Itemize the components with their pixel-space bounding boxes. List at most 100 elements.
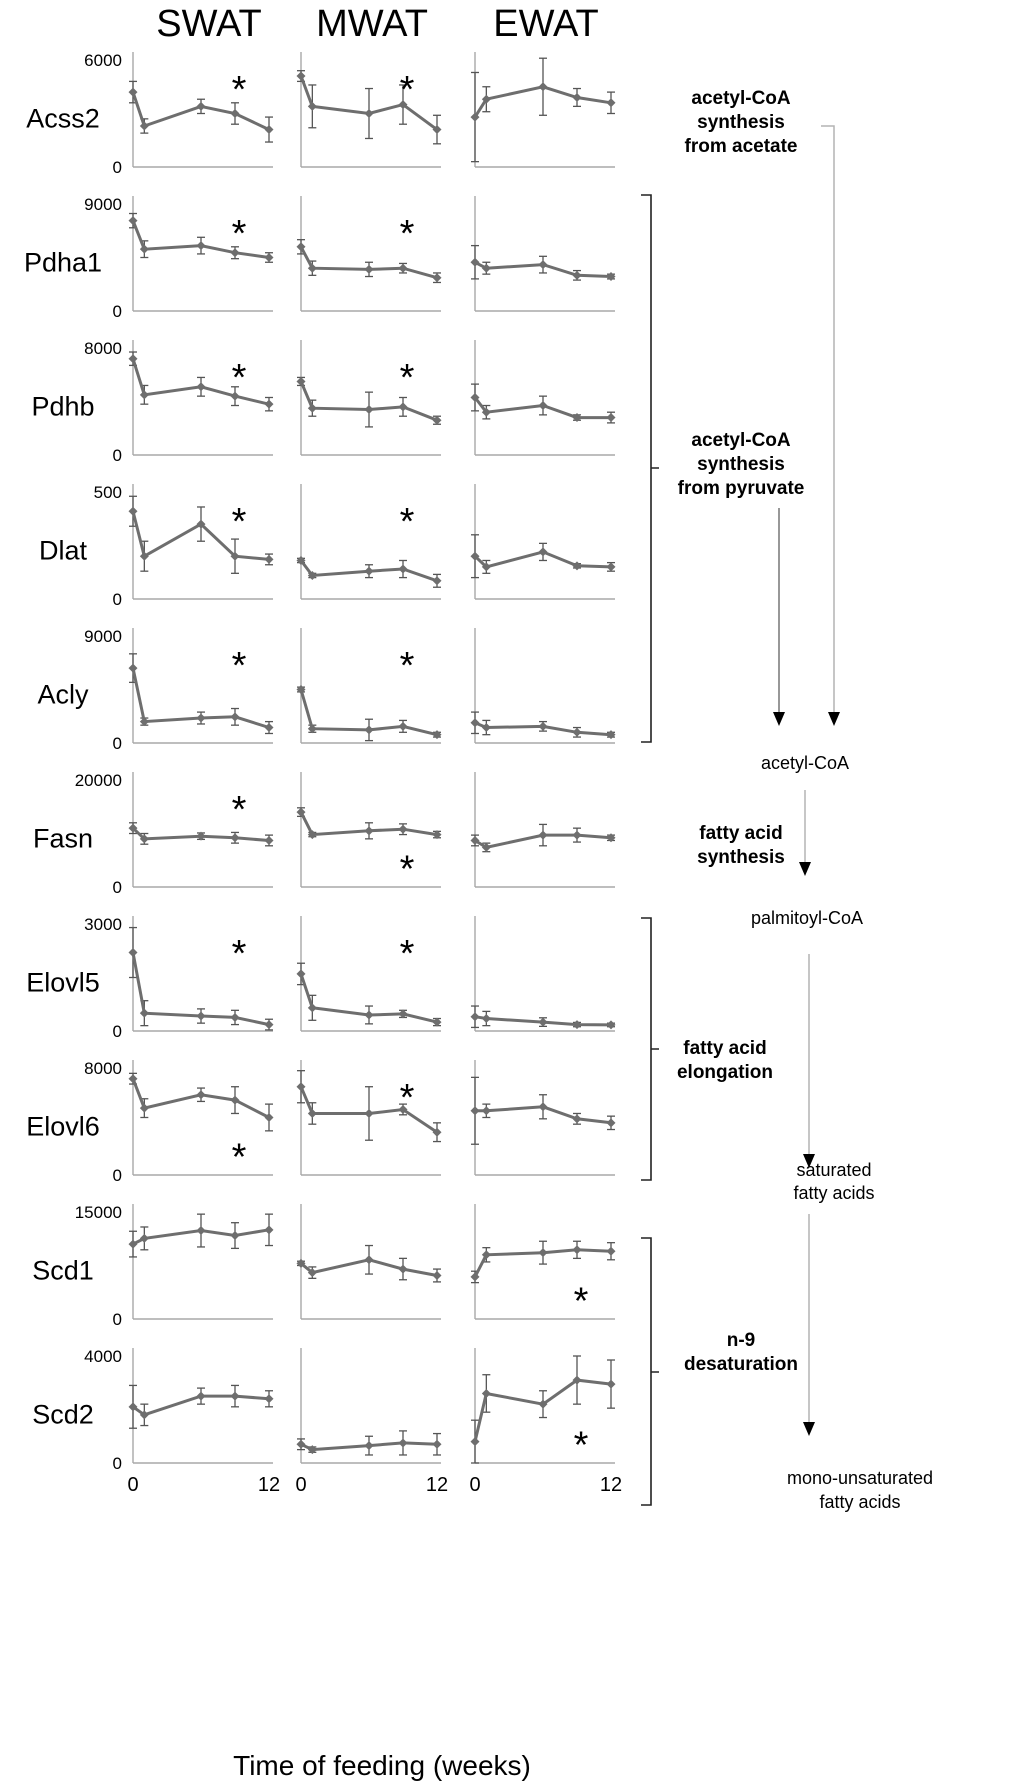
data-point (230, 551, 240, 561)
data-point (470, 257, 480, 267)
data-point (139, 1103, 149, 1113)
bracket-elongation (641, 917, 659, 1181)
data-point (230, 712, 240, 722)
data-point (364, 725, 374, 735)
panel-dlat-ewat (470, 484, 616, 600)
x-tick: 12 (600, 1474, 622, 1496)
data-point (470, 835, 480, 845)
data-point (572, 1245, 582, 1255)
x-tick: 0 (469, 1474, 480, 1496)
data-point (470, 392, 480, 402)
data-point (538, 1399, 548, 1409)
data-point (481, 562, 491, 572)
data-point (398, 1009, 408, 1019)
significance-star: * (232, 501, 247, 543)
data-point (538, 830, 548, 840)
data-point (296, 555, 306, 565)
panel-fasn-swat: * (128, 772, 274, 888)
data-point (606, 1020, 616, 1030)
data-point (432, 415, 442, 425)
data-point (398, 263, 408, 273)
data-point (128, 354, 138, 364)
y-tick-min: 0 (113, 1022, 122, 1041)
panel-pdha1-mwat: * (296, 196, 442, 312)
column-title-mwat: MWAT (316, 3, 428, 45)
data-point (296, 376, 306, 386)
data-point (481, 263, 491, 273)
x-tick: 12 (258, 1474, 280, 1496)
significance-star: * (232, 213, 247, 255)
data-point (364, 1441, 374, 1451)
label-pyruvate-line3: from pyruvate (678, 478, 805, 499)
data-point (606, 1379, 616, 1389)
data-point (307, 1268, 317, 1278)
data-point (139, 834, 149, 844)
bracket-pyruvate (641, 194, 659, 743)
data-point (572, 92, 582, 102)
data-point (139, 1410, 149, 1420)
data-point (364, 1255, 374, 1265)
data-point (364, 826, 374, 836)
data-point (398, 1264, 408, 1274)
data-point (264, 1225, 274, 1235)
data-point (481, 1106, 491, 1116)
metabolite-saturated-line2: fatty acids (793, 1183, 874, 1203)
significance-star: * (400, 645, 415, 687)
gene-label: Fasn (33, 823, 93, 853)
panel-pdhb-swat: * (128, 340, 274, 456)
panel-dlat-mwat: * (296, 484, 442, 600)
y-tick-min: 0 (113, 302, 122, 321)
data-point (196, 1226, 206, 1236)
label-elong-line2: elongation (677, 1062, 773, 1083)
significance-star: * (232, 1137, 247, 1179)
gene-label: Scd2 (32, 1399, 94, 1429)
data-point (307, 570, 317, 580)
data-point (128, 823, 138, 833)
metabolite-acetyl-coa: acetyl-CoA (761, 753, 849, 773)
panel-acly-swat: * (128, 628, 274, 744)
label-pyruvate-line1: acetyl-CoA (691, 430, 791, 451)
data-point (296, 242, 306, 252)
data-point (230, 833, 240, 843)
significance-star: * (232, 357, 247, 399)
label-acss2-line2: synthesis (697, 112, 785, 133)
data-point (481, 842, 491, 852)
significance-star: * (232, 933, 247, 975)
data-point (470, 1437, 480, 1447)
panel-fasn-ewat (470, 772, 616, 888)
data-point (139, 1233, 149, 1243)
panel-pdhb-mwat: * (296, 340, 442, 456)
significance-star: * (232, 69, 247, 111)
y-tick-min: 0 (113, 590, 122, 609)
data-point (196, 382, 206, 392)
data-point (538, 401, 548, 411)
data-point (128, 506, 138, 516)
data-point (606, 272, 616, 282)
data-point (481, 407, 491, 417)
data-point (296, 1258, 306, 1268)
data-point (481, 94, 491, 104)
data-point (470, 1272, 480, 1282)
arrow-pyruvate-head (773, 712, 785, 726)
data-point (432, 1270, 442, 1280)
data-point (470, 718, 480, 728)
significance-star: * (400, 849, 415, 891)
data-point (307, 1445, 317, 1455)
metabolite-palmitoyl-coa: palmitoyl-CoA (751, 908, 863, 928)
data-point (128, 948, 138, 958)
panel-fasn-mwat: * (296, 772, 442, 891)
panel-acly-mwat: * (296, 628, 442, 744)
data-point (139, 717, 149, 727)
row-pdhb: Pdhb 8000 0 * * (31, 339, 616, 465)
data-point (296, 685, 306, 694)
data-point (196, 1011, 206, 1021)
data-point (307, 724, 317, 734)
label-pyruvate-line2: synthesis (697, 454, 785, 475)
panel-pdhb-ewat (470, 340, 616, 456)
y-tick-max: 500 (94, 483, 122, 502)
panel-dlat-swat: * (128, 484, 274, 600)
data-point (364, 109, 374, 118)
arrow-acetate-head (828, 712, 840, 726)
row-elovl5: Elovl5 3000 0 * * (26, 915, 616, 1041)
